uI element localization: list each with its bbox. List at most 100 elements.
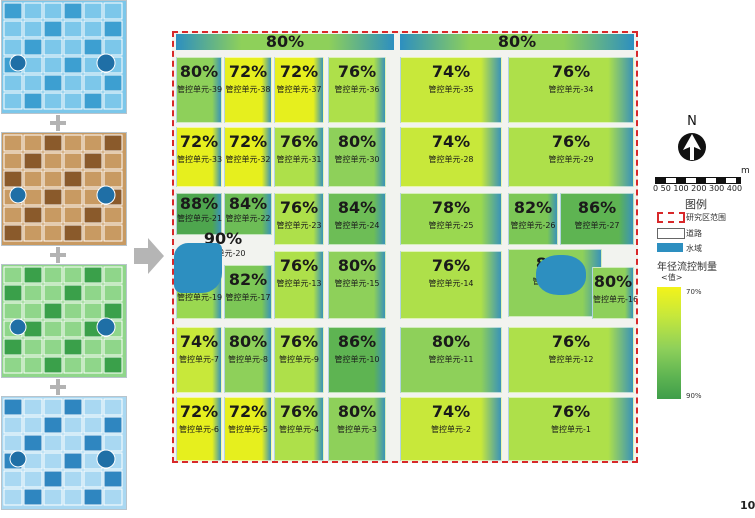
unit-label: 管控单元-8: [228, 355, 268, 364]
thumbnail-cell: [63, 56, 83, 74]
thumbnail-cell: [3, 356, 23, 374]
unit-label: 管控单元-7: [179, 355, 219, 364]
thumbnail-cell: [23, 470, 43, 488]
unit-runoff-pct: 74%: [431, 132, 471, 151]
unit-label: 管控单元-11: [428, 355, 474, 364]
unit-label: 管控单元-25: [428, 221, 474, 230]
thumbnail-pond: [9, 54, 27, 72]
control-unit-cell: 80% 管控单元-8: [224, 327, 272, 393]
thumbnail-cell: [3, 284, 23, 302]
arrow-right-icon: [134, 238, 164, 274]
thumbnail-landuse-map: [1, 396, 127, 510]
thumbnail-cell: [23, 206, 43, 224]
thumbnail-cell: [103, 206, 123, 224]
unit-runoff-pct: 76%: [551, 332, 591, 351]
thumbnail-cell: [83, 488, 103, 506]
thumbnail-cell: [63, 38, 83, 56]
unit-label: 管控单元-14: [428, 279, 474, 288]
unit-label: 管控单元-12: [548, 355, 594, 364]
thumbnail-cell: [83, 224, 103, 242]
thumbnail-cell: [23, 434, 43, 452]
control-unit-cell: 86% 管控单元-27: [560, 193, 634, 245]
north-arrow: N: [677, 114, 707, 166]
thumbnail-cell: [43, 224, 63, 242]
unit-runoff-pct: 76%: [337, 62, 377, 81]
thumbnail-cell: [63, 134, 83, 152]
unit-runoff-pct: 82%: [513, 198, 553, 217]
thumbnail-cell: [83, 2, 103, 20]
unit-label: 管控单元-22: [225, 214, 271, 223]
thumbnail-cell: [103, 470, 123, 488]
thumbnail-cell: [3, 434, 23, 452]
control-unit-cell: 72% 管控单元-6: [176, 397, 222, 461]
thumbnail-cell: [3, 38, 23, 56]
control-unit-cell: 76% 管控单元-9: [274, 327, 324, 393]
thumbnail-cell: [23, 284, 43, 302]
thumbnail-cell: [63, 284, 83, 302]
legend-swatch-study-area: [657, 212, 685, 223]
control-unit-cell: 84% 管控单元-22: [224, 193, 272, 235]
thumbnail-cell: [103, 134, 123, 152]
thumbnail-cell: [103, 488, 123, 506]
control-unit-cell: 80% 管控单元-3: [328, 397, 386, 461]
thumbnail-cell: [23, 302, 43, 320]
unit-runoff-pct: 80%: [179, 62, 219, 81]
control-unit-cell: 72% 管控单元-33: [176, 127, 222, 187]
thumbnail-pond: [96, 53, 116, 73]
unit-runoff-pct: 76%: [431, 256, 471, 275]
thumbnail-cell: [63, 398, 83, 416]
thumbnail-cell: [43, 284, 63, 302]
thumbnail-cell: [43, 92, 63, 110]
thumbnail-cell: [83, 284, 103, 302]
unit-runoff-pct: 80%: [228, 332, 268, 351]
legend-ramp-title: 年径流控制量: [657, 262, 717, 273]
control-unit-cell: 86% 管控单元-10: [328, 327, 386, 393]
unit-label: 管控单元-4: [279, 425, 319, 434]
page-number: 10: [740, 499, 755, 512]
thumbnail-cell: [43, 38, 63, 56]
legend-label-study-area: 研究区范围: [686, 213, 726, 222]
legend-label-road: 道路: [686, 229, 702, 238]
thumbnail-cell: [23, 416, 43, 434]
control-unit-cell: 76% 管控单元-12: [508, 327, 634, 393]
thumbnail-cell: [83, 356, 103, 374]
control-unit-cell: 72% 管控单元-38: [224, 57, 272, 123]
thumbnail-cell: [83, 20, 103, 38]
thumbnail-cell: [23, 266, 43, 284]
thumbnail-cell: [63, 356, 83, 374]
legend-ramp-top: 70%: [686, 288, 702, 296]
thumbnail-pond: [9, 450, 27, 468]
thumbnail-pond: [96, 317, 116, 337]
unit-label: 管控单元-38: [225, 85, 271, 94]
thumbnail-cell: [63, 302, 83, 320]
thumbnail-cell: [23, 398, 43, 416]
unit-runoff-pct: 72%: [228, 62, 268, 81]
thumbnail-cell: [3, 470, 23, 488]
thumbnail-cell: [103, 2, 123, 20]
unit-runoff-pct: 74%: [431, 402, 471, 421]
control-unit-cell: 76% 管控单元-34: [508, 57, 634, 123]
thumbnail-cell: [43, 452, 63, 470]
unit-runoff-pct: 76%: [279, 402, 319, 421]
control-unit-cell: 80% 管控单元-11: [400, 327, 502, 393]
thumbnail-cell: [63, 74, 83, 92]
thumbnail-cell: [83, 170, 103, 188]
thumbnail-cell: [23, 74, 43, 92]
thumbnail-cell: [3, 206, 23, 224]
legend-label-water: 水域: [686, 244, 702, 253]
thumbnail-cell: [23, 92, 43, 110]
top-band-right-pct: 80%: [497, 32, 537, 51]
unit-label: 管控单元-3: [337, 425, 377, 434]
thumbnail-cell: [3, 74, 23, 92]
thumbnail-cell: [3, 338, 23, 356]
unit-label: 管控单元-2: [431, 425, 471, 434]
thumbnail-cell: [63, 20, 83, 38]
control-unit-cell: 78% 管控单元-25: [400, 193, 502, 245]
control-unit-cell: 76% 管控单元-14: [400, 251, 502, 319]
unit-runoff-pct: 82%: [228, 270, 268, 289]
thumbnail-cell: [43, 470, 63, 488]
thumbnail-cell: [3, 92, 23, 110]
unit-runoff-pct: 84%: [337, 198, 377, 217]
control-unit-cell: 82% 管控单元-17: [224, 265, 272, 319]
unit-runoff-pct: 76%: [551, 132, 591, 151]
